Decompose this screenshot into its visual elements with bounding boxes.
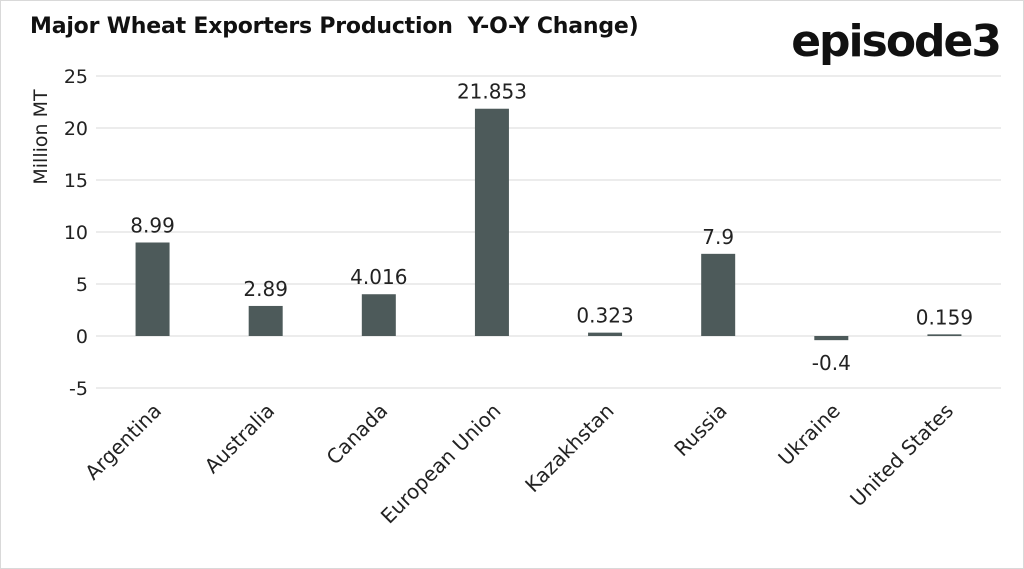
data-label: 4.016	[350, 265, 407, 289]
y-tick-label: 0	[76, 326, 88, 348]
bars	[135, 108, 962, 341]
bar	[248, 305, 283, 336]
bar	[474, 108, 509, 337]
bar	[814, 336, 849, 341]
category-label: European Union	[376, 399, 506, 529]
bar	[588, 332, 623, 336]
data-label: 0.159	[916, 305, 973, 329]
data-label: 7.9	[702, 225, 734, 249]
category-label: Australia	[200, 399, 280, 479]
data-label: 8.99	[130, 214, 175, 238]
category-label: Canada	[322, 399, 393, 470]
category-label: United States	[845, 399, 958, 512]
gridlines	[96, 75, 1001, 389]
bar	[361, 294, 396, 336]
chart-title: Major Wheat Exporters Production Y-O-Y C…	[30, 14, 639, 39]
category-label: Ukraine	[773, 399, 845, 471]
category-label: Kazakhstan	[520, 399, 618, 497]
bar	[927, 334, 962, 336]
bar	[701, 253, 736, 336]
y-tick-label: 5	[76, 274, 88, 296]
y-axis-ticks: -5 0 5 10 15 20 25	[64, 66, 88, 400]
y-tick-label: 15	[64, 170, 88, 192]
bar	[135, 242, 170, 336]
category-label: Argentina	[80, 399, 166, 485]
y-tick-label: 10	[64, 222, 88, 244]
y-axis-label: Million MT	[30, 89, 52, 185]
data-label: -0.4	[812, 351, 851, 375]
category-label: Russia	[669, 399, 731, 461]
y-tick-label: 25	[64, 66, 88, 88]
data-label: 21.853	[457, 80, 527, 104]
data-label: 2.89	[243, 277, 288, 301]
y-tick-label: 20	[64, 118, 88, 140]
data-label: 0.323	[576, 304, 633, 328]
data-labels: 8.99 2.89 4.016 21.853 0.323 7.9 -0.4 0.159	[130, 80, 973, 375]
episode3-logo: episode3	[791, 16, 1002, 67]
y-tick-label: -5	[69, 378, 88, 400]
